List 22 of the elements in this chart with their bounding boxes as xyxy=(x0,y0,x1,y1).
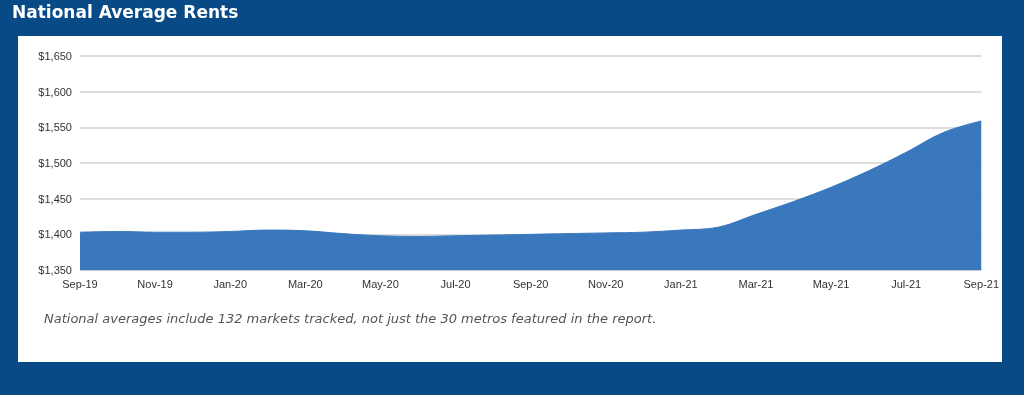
y-tick-label: $1,650 xyxy=(38,50,72,62)
x-tick-label: Mar-20 xyxy=(287,277,323,290)
x-tick-label: Jan-21 xyxy=(664,277,698,290)
x-tick-label: Jul-21 xyxy=(891,277,922,290)
y-tick-label: $1,550 xyxy=(38,121,72,134)
y-tick-label: $1,400 xyxy=(38,228,72,241)
x-tick-label: Nov-20 xyxy=(588,277,624,290)
x-tick-label: Sep-20 xyxy=(512,277,549,290)
x-tick-label: Jan-20 xyxy=(213,277,248,290)
x-tick-label: May-21 xyxy=(812,277,850,290)
y-tick-label: $1,500 xyxy=(38,157,72,169)
x-tick-label: Mar-21 xyxy=(738,277,774,290)
x-tick-label: May-20 xyxy=(362,277,399,290)
y-tick-label: $1,350 xyxy=(38,264,72,276)
y-tick-label: $1,600 xyxy=(38,85,72,98)
y-tick-label: $1,450 xyxy=(38,192,72,205)
x-tick-label: Nov-19 xyxy=(137,277,173,290)
text: National averages include 132 markets tracked, not just the 30 metros featured in the report. xyxy=(44,310,657,328)
x-tick-label: Sep-21 xyxy=(963,277,1000,290)
chart-title: National Average Rents xyxy=(12,2,239,22)
x-tick-label: Jul-20 xyxy=(440,277,471,290)
x-tick-label: Sep-19 xyxy=(62,277,98,290)
